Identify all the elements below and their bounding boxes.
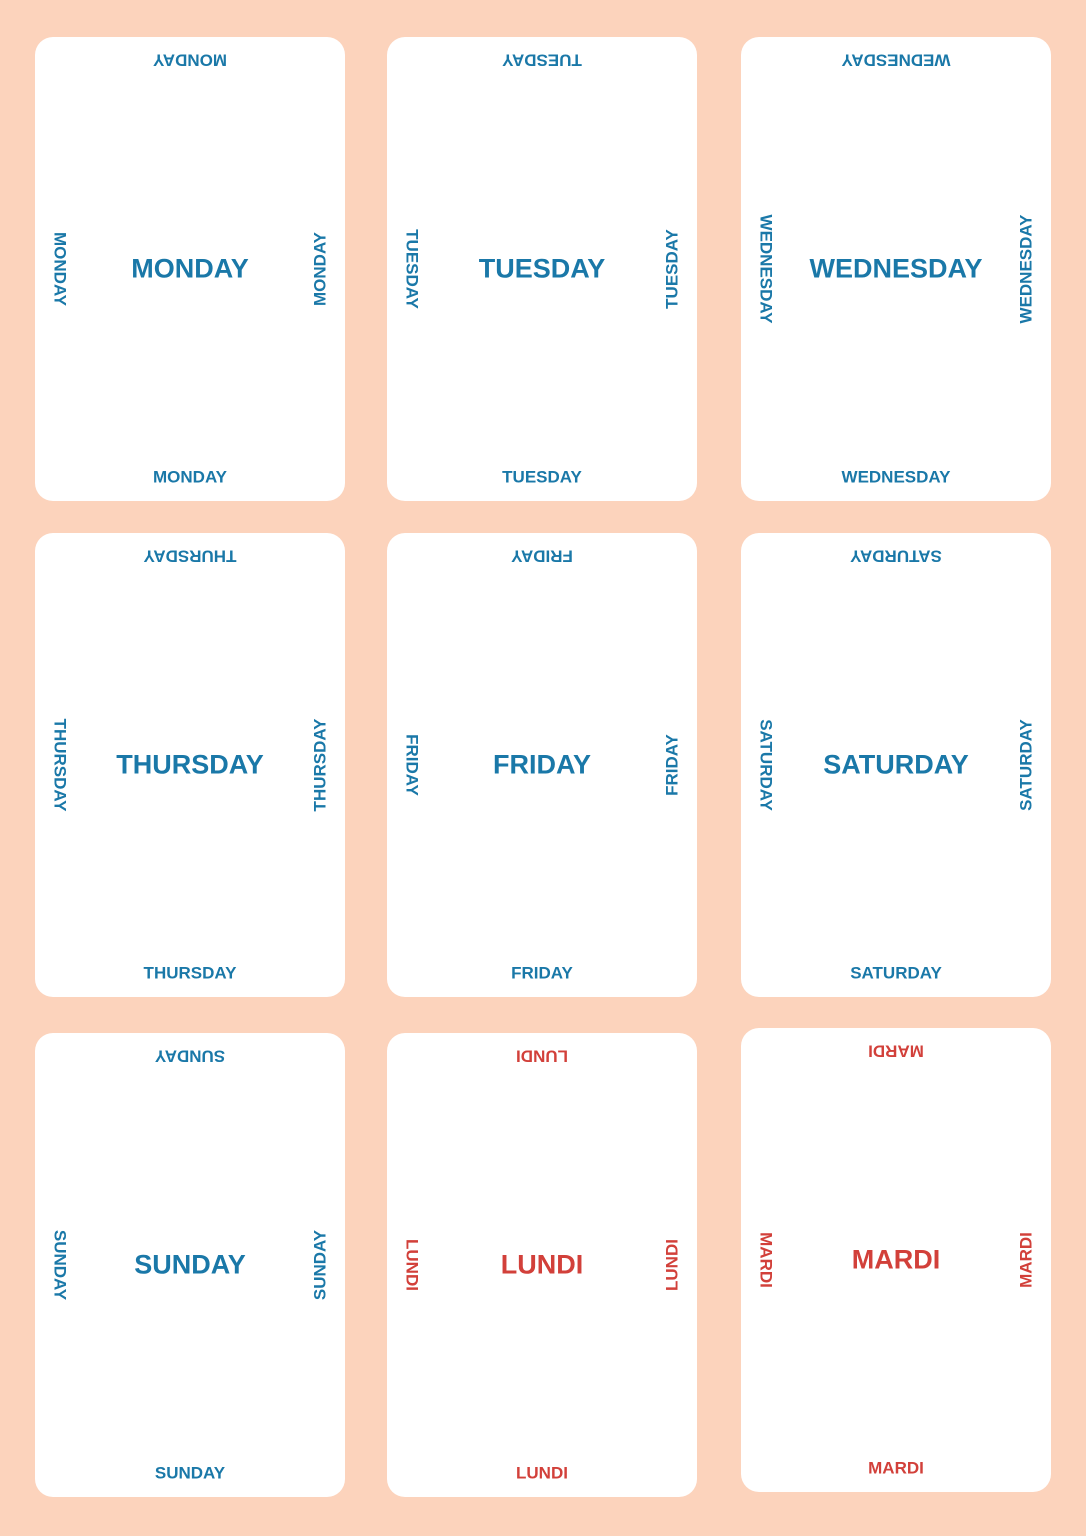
- card-label-center: LUNDI: [500, 1249, 584, 1280]
- card-label-bottom: THURSDAY: [143, 963, 237, 983]
- card-monday: MONDAY MONDAY MONDAY MONDAY MONDAY: [35, 37, 345, 501]
- card-label-left: LUNDI: [402, 1239, 422, 1291]
- card-label-center: MARDI: [851, 1244, 941, 1275]
- card-label-center: FRIDAY: [492, 749, 592, 780]
- card-label-left: MARDI: [756, 1232, 776, 1288]
- card-saturday: SATURDAY SATURDAY SATURDAY SATURDAY SATURDAY: [741, 533, 1051, 997]
- card-label-left: THURSDAY: [50, 718, 70, 812]
- card-label-bottom: TUESDAY: [502, 467, 582, 487]
- card-label-bottom: LUNDI: [516, 1463, 568, 1483]
- card-mardi: MARDI MARDI MARDI MARDI MARDI: [741, 1028, 1051, 1492]
- card-label-left: SUNDAY: [50, 1229, 70, 1301]
- card-label-top: SUNDAY: [154, 1046, 226, 1066]
- card-label-top: MARDI: [868, 1041, 924, 1061]
- card-label-right: SUNDAY: [310, 1229, 330, 1301]
- card-label-top: THURSDAY: [143, 546, 237, 566]
- card-label-top: WEDNESDAY: [841, 50, 951, 70]
- card-lundi: LUNDI LUNDI LUNDI LUNDI LUNDI: [387, 1033, 697, 1497]
- card-label-right: MARDI: [1016, 1232, 1036, 1288]
- card-label-bottom: WEDNESDAY: [841, 467, 951, 487]
- card-label-bottom: MARDI: [868, 1458, 924, 1478]
- card-label-center: MONDAY: [131, 253, 249, 284]
- card-label-right: THURSDAY: [310, 718, 330, 812]
- card-label-bottom: SUNDAY: [154, 1463, 226, 1483]
- card-label-right: MONDAY: [310, 232, 330, 306]
- card-label-right: LUNDI: [662, 1239, 682, 1291]
- card-label-center: WEDNESDAY: [809, 253, 983, 284]
- card-label-right: TUESDAY: [662, 229, 682, 309]
- card-label-center: TUESDAY: [478, 253, 606, 284]
- card-label-top: MONDAY: [153, 50, 227, 70]
- card-label-bottom: SATURDAY: [850, 963, 942, 983]
- card-label-top: LUNDI: [516, 1046, 568, 1066]
- card-label-left: FRIDAY: [402, 734, 422, 796]
- card-label-top: FRIDAY: [511, 546, 573, 566]
- card-label-left: WEDNESDAY: [756, 214, 776, 324]
- card-tuesday: TUESDAY TUESDAY TUESDAY TUESDAY TUESDAY: [387, 37, 697, 501]
- card-label-center: SATURDAY: [823, 749, 969, 780]
- card-label-right: FRIDAY: [662, 734, 682, 796]
- card-label-center: THURSDAY: [116, 749, 264, 780]
- card-label-center: SUNDAY: [134, 1249, 246, 1280]
- card-label-right: SATURDAY: [1016, 719, 1036, 811]
- card-label-bottom: MONDAY: [153, 467, 227, 487]
- card-label-top: SATURDAY: [850, 546, 942, 566]
- card-label-top: TUESDAY: [502, 50, 582, 70]
- card-label-left: SATURDAY: [756, 719, 776, 811]
- card-wednesday: WEDNESDAY WEDNESDAY WEDNESDAY WEDNESDAY WEDN…: [741, 37, 1051, 501]
- card-label-bottom: FRIDAY: [511, 963, 573, 983]
- card-label-left: TUESDAY: [402, 229, 422, 309]
- card-label-right: WEDNESDAY: [1016, 214, 1036, 324]
- card-sunday: SUNDAY SUNDAY SUNDAY SUNDAY SUNDAY: [35, 1033, 345, 1497]
- card-label-left: MONDAY: [50, 232, 70, 306]
- card-thursday: THURSDAY THURSDAY THURSDAY THURSDAY THURSDAY: [35, 533, 345, 997]
- card-friday: FRIDAY FRIDAY FRIDAY FRIDAY FRIDAY: [387, 533, 697, 997]
